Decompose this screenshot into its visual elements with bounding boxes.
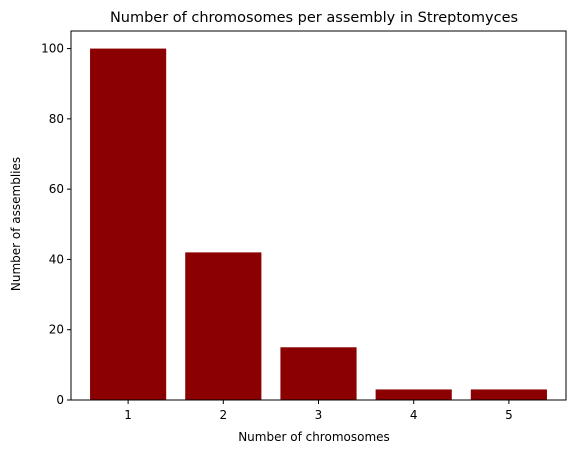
y-tick-label: 60 (49, 182, 64, 196)
y-tick-label: 0 (56, 393, 64, 407)
y-tick-label: 80 (49, 112, 64, 126)
bar-5 (470, 389, 547, 400)
x-tick-label: 3 (315, 408, 323, 422)
x-tick-label: 1 (124, 408, 132, 422)
x-tick-label: 5 (505, 408, 513, 422)
bar-3 (280, 347, 357, 400)
bar-4 (375, 389, 452, 400)
x-tick-label: 2 (219, 408, 227, 422)
bars-group (90, 48, 547, 400)
bar-2 (185, 252, 262, 400)
x-axis-ticks: 1 2 3 4 5 (124, 400, 513, 422)
x-axis-label: Number of chromosomes (238, 430, 390, 444)
y-axis-ticks: 0 20 40 60 80 100 (41, 42, 71, 407)
x-tick-label: 4 (410, 408, 418, 422)
y-axis-label: Number of assemblies (9, 157, 23, 291)
bar-1 (90, 48, 167, 400)
y-tick-label: 40 (49, 252, 64, 266)
y-tick-label: 100 (41, 42, 64, 56)
y-tick-label: 20 (49, 323, 64, 337)
chart-title: Number of chromosomes per assembly in St… (110, 10, 518, 26)
plot-area-frame (70, 30, 567, 401)
